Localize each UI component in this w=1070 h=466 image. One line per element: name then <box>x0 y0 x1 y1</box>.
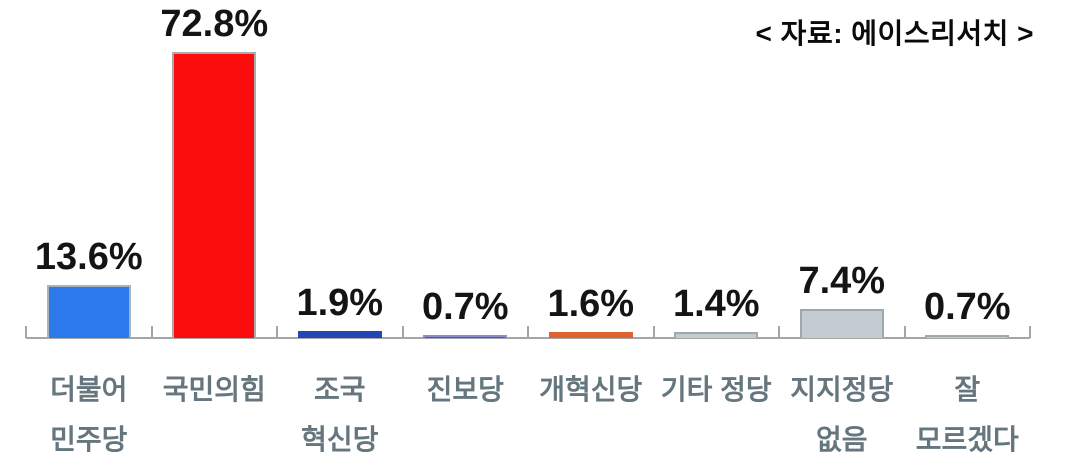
axis-tick <box>903 326 906 338</box>
category-label-3: 조국 혁신당 <box>301 374 379 455</box>
value-label-8: 0.7% <box>923 286 1011 328</box>
axis-tick <box>401 326 404 338</box>
bar-8 <box>925 335 1010 338</box>
category-label-8: 잘 모르겠다 <box>915 374 1019 455</box>
value-label-7: 7.4% <box>798 260 886 302</box>
axis-tick <box>652 326 655 338</box>
value-label-3: 1.9% <box>296 282 384 324</box>
category-label-4: 진보당 <box>426 374 504 405</box>
category-label-1: 더불어 민주당 <box>50 374 128 455</box>
bar-5 <box>548 332 633 338</box>
value-label-6: 1.4% <box>672 283 760 325</box>
axis-tick <box>778 326 780 338</box>
bar-4 <box>423 335 508 338</box>
category-label-6: 기타 정당 <box>660 374 772 405</box>
axis-tick <box>1029 326 1031 338</box>
category-label-5: 개혁신당 <box>539 374 643 405</box>
axis-tick <box>276 326 278 338</box>
bar-3 <box>297 331 382 338</box>
category-label-2: 국민의힘 <box>162 374 266 405</box>
bar-6 <box>674 332 759 338</box>
bar-2 <box>172 52 257 338</box>
bar-7 <box>799 309 884 338</box>
axis-tick <box>527 326 529 338</box>
source-caption: < 자료: 에이스리서치 > <box>755 18 1034 49</box>
bar-1 <box>46 285 131 338</box>
value-label-5: 1.6% <box>547 283 635 325</box>
category-label-7: 지지정당 없음 <box>790 374 894 455</box>
value-label-2: 72.8% <box>160 3 269 45</box>
axis-tick <box>150 326 153 338</box>
value-label-4: 0.7% <box>421 286 509 328</box>
axis-tick <box>25 326 27 338</box>
x-axis-line <box>26 337 1030 339</box>
value-label-1: 13.6% <box>34 236 143 278</box>
